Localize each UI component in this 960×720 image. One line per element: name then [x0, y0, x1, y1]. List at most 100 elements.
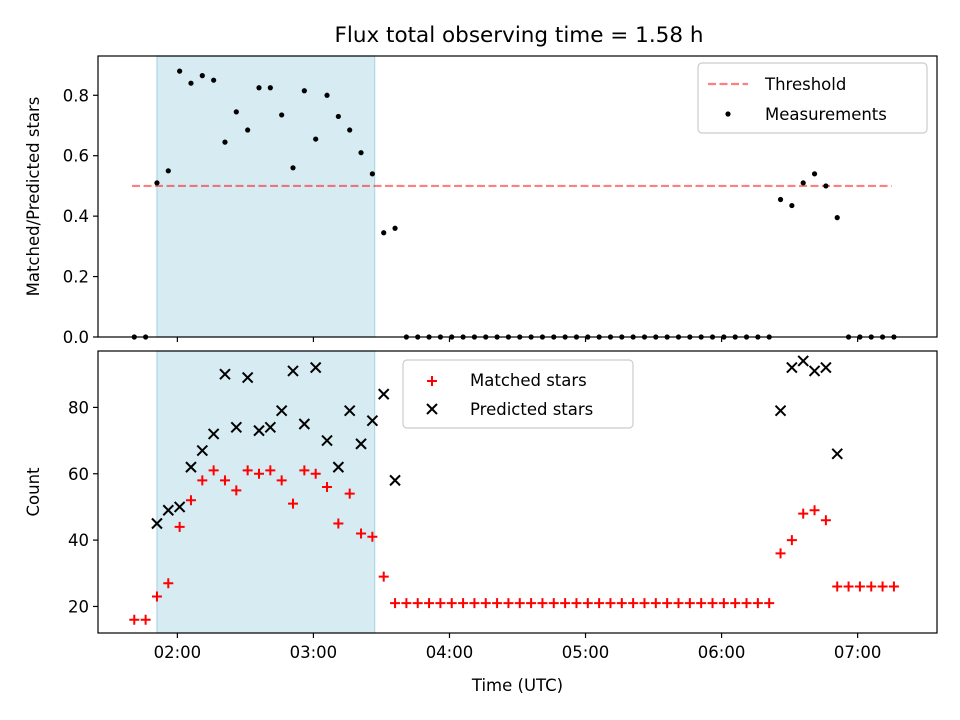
y-tick-label: 0.4: [63, 207, 89, 226]
matched-star-point: [571, 598, 582, 609]
matched-star-point: [219, 475, 230, 486]
matched-star-point: [684, 598, 695, 609]
predicted-star-point: [355, 438, 367, 450]
matched-star-point: [764, 598, 775, 609]
measurement-point: [381, 230, 387, 236]
predicted-star-point: [378, 388, 390, 400]
y-axis-label: Count: [24, 467, 43, 517]
x-tick-label: 06:00: [698, 643, 746, 662]
matched-star-point: [197, 475, 208, 486]
measurement-point: [267, 85, 273, 91]
predicted-star-point: [185, 461, 197, 473]
measurement-point: [777, 196, 784, 203]
matched-star-point: [503, 598, 514, 609]
predicted-star-point: [366, 414, 379, 427]
matched-star-point: [208, 465, 219, 476]
matched-star-point: [424, 598, 435, 609]
observing-window-shade: [156, 55, 376, 338]
y-tick-label: 40: [68, 531, 89, 550]
legend: Threshold Measurements: [697, 62, 928, 134]
measurement-point: [335, 113, 341, 120]
measurement-point: [358, 150, 364, 156]
matched-star-point: [163, 578, 174, 589]
predicted-star-point: [151, 517, 163, 530]
legend-measurements-swatch: [725, 111, 731, 117]
measurement-point: [823, 183, 829, 189]
measurement-point: [290, 165, 296, 171]
measurement-point: [256, 85, 262, 91]
x-tick-label: 05:00: [562, 643, 610, 662]
matched-star-point: [866, 581, 877, 592]
matched-star-point: [786, 535, 797, 546]
matched-star-point: [798, 508, 809, 519]
matched-star-point: [560, 598, 571, 609]
matched-star-point: [378, 571, 389, 582]
y-tick-label: 0.6: [63, 147, 89, 166]
x-tick-label: 07:00: [834, 643, 882, 662]
predicted-star-point: [831, 448, 843, 460]
predicted-star-point: [321, 434, 333, 447]
matched-star-point: [299, 465, 310, 476]
predicted-star-point: [389, 474, 401, 487]
x-tick-label: 04:00: [426, 643, 474, 662]
matched-star-point: [140, 614, 151, 625]
matched-star-point: [537, 598, 548, 609]
predicted-star-point: [309, 361, 322, 374]
predicted-star-point: [253, 424, 265, 437]
matched-star-point: [185, 495, 196, 506]
matched-star-point: [605, 598, 616, 609]
measurement-point: [324, 92, 330, 98]
matched-star-point: [265, 465, 276, 476]
series-predicted-stars: [151, 355, 843, 530]
matched-star-point: [843, 581, 854, 592]
matched-star-point: [151, 591, 162, 602]
matched-star-point: [639, 598, 650, 609]
measurement-point: [211, 77, 217, 83]
legend-predicted-label: Predicted stars: [470, 400, 593, 419]
legend-matched-swatch: [427, 376, 437, 386]
legend-threshold-label: Threshold: [764, 75, 846, 94]
measurement-point: [154, 180, 160, 186]
y-tick-label: 0.2: [63, 268, 89, 287]
measurement-point: [177, 68, 183, 74]
x-axis-label: Time (UTC): [471, 676, 563, 695]
predicted-star-point: [275, 405, 288, 417]
predicted-star-point: [808, 365, 821, 377]
measurement-point: [789, 202, 795, 209]
matched-star-point: [809, 505, 820, 516]
measurement-point: [392, 225, 398, 231]
matched-star-point: [594, 598, 605, 609]
y-tick-label: 80: [68, 398, 89, 417]
matched-star-point: [877, 581, 888, 592]
measurement-point: [199, 73, 205, 79]
matched-star-point: [401, 598, 412, 609]
measurement-point: [233, 109, 239, 115]
matched-star-point: [174, 521, 185, 532]
predicted-star-point: [774, 405, 787, 417]
predicted-star-point: [332, 461, 345, 473]
matched-star-point: [820, 515, 831, 526]
predicted-star-point: [173, 501, 186, 513]
matched-star-point: [322, 482, 333, 493]
predicted-star-point: [207, 428, 220, 440]
matched-star-point: [458, 598, 469, 609]
observing-window-shade: [156, 350, 376, 634]
matched-star-point: [333, 518, 344, 529]
matched-star-point: [310, 468, 321, 479]
y-tick-label: 60: [68, 465, 89, 484]
matched-star-point: [435, 598, 446, 609]
matched-star-point: [344, 488, 355, 499]
matched-star-point: [650, 598, 661, 609]
legend-box: [697, 62, 928, 134]
legend-box: [402, 359, 634, 429]
predicted-star-point: [196, 444, 209, 457]
predicted-star-point: [287, 365, 299, 377]
predicted-star-point: [241, 371, 254, 384]
matched-star-point: [412, 598, 423, 609]
matched-star-point: [253, 468, 264, 479]
matched-star-point: [480, 598, 491, 609]
measurement-point: [811, 171, 818, 177]
matched-star-point: [356, 528, 367, 539]
matched-star-point: [390, 598, 401, 609]
predicted-star-point: [820, 361, 832, 374]
